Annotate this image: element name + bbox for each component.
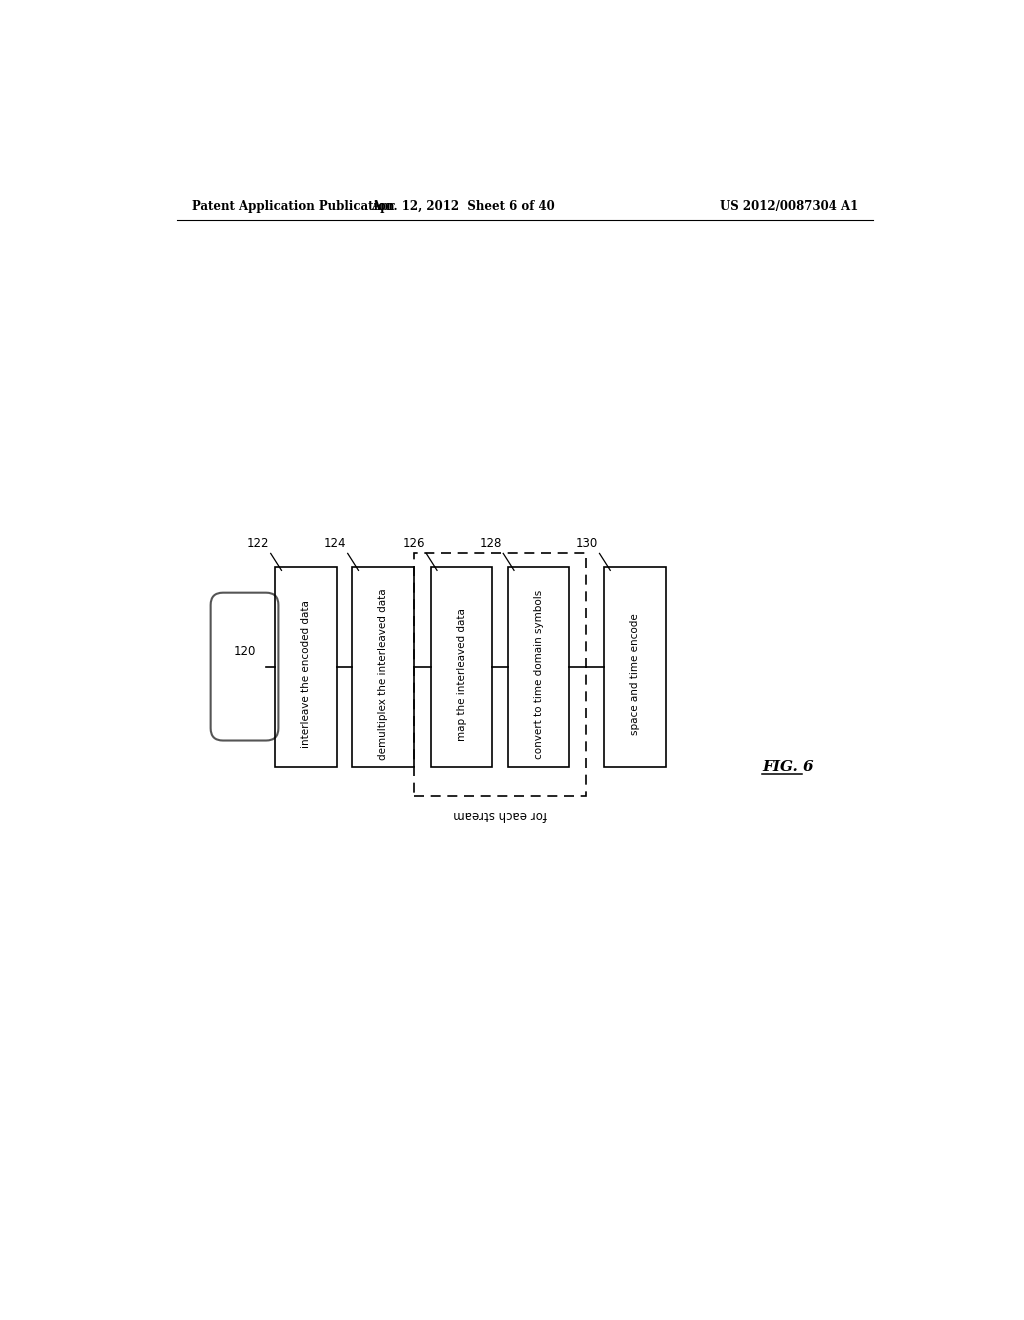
- Text: 130: 130: [575, 537, 598, 550]
- Text: 124: 124: [324, 537, 346, 550]
- Text: 128: 128: [479, 537, 502, 550]
- Text: interleave the encoded data: interleave the encoded data: [301, 601, 311, 748]
- Text: space and time encode: space and time encode: [630, 614, 640, 735]
- Text: for each stream: for each stream: [454, 808, 547, 821]
- Text: 122: 122: [247, 537, 269, 550]
- Text: 120: 120: [233, 644, 256, 657]
- Bar: [414, 553, 587, 796]
- Bar: [352, 566, 414, 767]
- Text: Apr. 12, 2012  Sheet 6 of 40: Apr. 12, 2012 Sheet 6 of 40: [372, 199, 555, 213]
- Text: US 2012/0087304 A1: US 2012/0087304 A1: [720, 199, 858, 213]
- Bar: [431, 566, 493, 767]
- Text: convert to time domain symbols: convert to time domain symbols: [534, 590, 544, 759]
- Bar: [275, 566, 337, 767]
- Text: Patent Application Publication: Patent Application Publication: [193, 199, 394, 213]
- Text: demultiplex the interleaved data: demultiplex the interleaved data: [378, 589, 388, 760]
- Text: 126: 126: [402, 537, 425, 550]
- Bar: [508, 566, 569, 767]
- Bar: [604, 566, 666, 767]
- Text: FIG. 6: FIG. 6: [762, 760, 814, 774]
- Text: map the interleaved data: map the interleaved data: [457, 609, 467, 741]
